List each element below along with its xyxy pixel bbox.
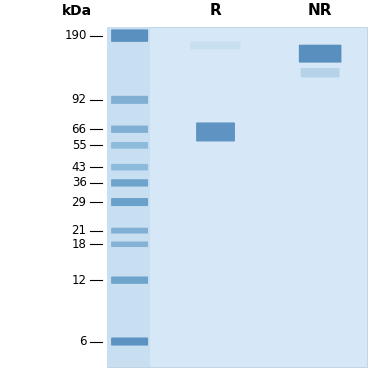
FancyBboxPatch shape xyxy=(111,96,148,104)
FancyBboxPatch shape xyxy=(196,123,235,141)
FancyBboxPatch shape xyxy=(111,276,148,284)
FancyBboxPatch shape xyxy=(111,228,148,234)
FancyBboxPatch shape xyxy=(111,242,148,247)
Text: 18: 18 xyxy=(72,238,87,251)
Text: 12: 12 xyxy=(72,274,87,286)
FancyBboxPatch shape xyxy=(111,198,148,206)
Text: NR: NR xyxy=(308,3,332,18)
Text: R: R xyxy=(210,3,221,18)
FancyBboxPatch shape xyxy=(190,42,240,50)
FancyBboxPatch shape xyxy=(111,338,148,345)
Text: 36: 36 xyxy=(72,176,87,189)
Text: 21: 21 xyxy=(72,224,87,237)
FancyBboxPatch shape xyxy=(111,142,148,148)
Bar xyxy=(107,27,150,367)
Text: 29: 29 xyxy=(72,195,87,208)
Text: 190: 190 xyxy=(64,29,87,42)
Text: 6: 6 xyxy=(79,335,87,348)
FancyBboxPatch shape xyxy=(111,179,148,186)
Text: 43: 43 xyxy=(72,160,87,174)
Text: 66: 66 xyxy=(72,123,87,136)
Text: 55: 55 xyxy=(72,139,87,152)
Text: 92: 92 xyxy=(72,93,87,106)
Bar xyxy=(107,27,367,367)
FancyBboxPatch shape xyxy=(111,164,148,171)
FancyBboxPatch shape xyxy=(301,68,339,78)
FancyBboxPatch shape xyxy=(299,45,341,63)
Text: kDa: kDa xyxy=(62,4,92,18)
FancyBboxPatch shape xyxy=(111,29,148,42)
FancyBboxPatch shape xyxy=(111,126,148,133)
